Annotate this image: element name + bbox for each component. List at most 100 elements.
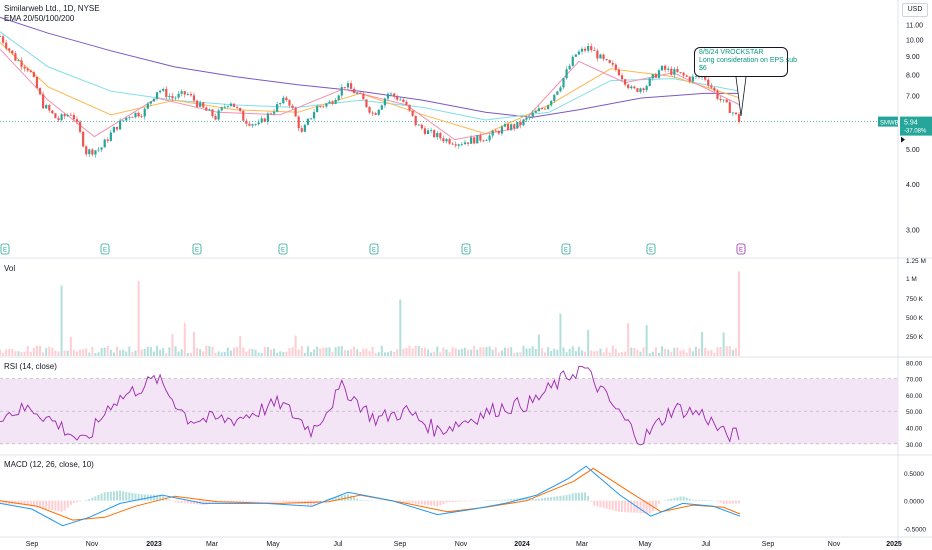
candle-body — [405, 101, 408, 105]
candle-body — [14, 53, 17, 61]
volume-bar — [664, 348, 667, 356]
candle-body — [186, 93, 189, 95]
x-axis-label-9: Mar — [576, 541, 589, 548]
macd-hist-bar — [180, 500, 183, 503]
volume-bar — [306, 346, 309, 356]
volume-bar — [122, 349, 125, 356]
x-axis-label-3: Mar — [206, 541, 219, 548]
candle-body — [319, 106, 322, 107]
candle-body — [26, 68, 29, 71]
candle-body — [543, 108, 547, 110]
candle-body — [685, 75, 688, 77]
volume-bar — [79, 349, 82, 356]
volume-bar — [494, 347, 497, 356]
volume-bar — [698, 348, 701, 356]
price-tick-label-3: 8.00 — [906, 73, 920, 80]
volume-tick-label-2: 750 K — [906, 296, 924, 303]
macd-hist-bar — [177, 500, 180, 503]
ema-legend[interactable]: EMA 20/50/100/200 — [4, 14, 75, 23]
macd-hist-bar — [353, 497, 356, 501]
volume-bar — [183, 323, 186, 356]
volume-bar — [125, 351, 128, 356]
volume-bar — [504, 347, 507, 356]
volume-bar — [725, 346, 728, 356]
candle-body — [580, 48, 584, 52]
candle-body — [439, 133, 442, 139]
rsi-band — [0, 378, 898, 444]
volume-bar — [731, 350, 734, 356]
macd-hist-bar — [39, 500, 42, 508]
x-axis-label-4: May — [266, 541, 280, 548]
candle-body — [550, 100, 553, 106]
candle-body — [519, 122, 522, 126]
candle-body — [51, 110, 54, 114]
volume-bar — [340, 346, 343, 356]
candle-body — [627, 84, 630, 89]
volume-bar — [223, 351, 226, 356]
candle-body — [131, 116, 134, 118]
currency-button[interactable]: USD — [902, 3, 928, 17]
macd-hist-bar — [266, 500, 269, 502]
candle-body — [377, 109, 380, 115]
candle-body — [91, 149, 94, 155]
volume-bar — [571, 346, 574, 356]
volume-bar — [593, 351, 596, 356]
macd-hist-bar — [725, 500, 728, 504]
volume-bar — [8, 349, 11, 356]
macd-hist-bar — [57, 500, 60, 512]
candle-body — [506, 124, 510, 130]
volume-bar — [463, 347, 466, 356]
volume-bar — [236, 347, 239, 356]
earnings-marker-0 — [0, 243, 10, 255]
volume-bar — [473, 345, 476, 356]
volume-bar — [584, 351, 587, 356]
macd-hist-bar — [94, 496, 97, 501]
idea-annotation[interactable]: 8/5/24 VROCKSTAR Long consideration on E… — [694, 47, 797, 77]
candle-body — [386, 93, 390, 99]
macd-hist-bar — [470, 500, 473, 502]
macd-hist-bar — [45, 500, 48, 510]
candle-body — [192, 95, 196, 101]
volume-bar — [337, 346, 340, 356]
volume-bar — [48, 346, 51, 356]
volume-bar — [75, 351, 78, 356]
candle-body — [248, 123, 251, 126]
x-axis-label-8: 2024 — [514, 541, 530, 548]
volume-bar — [704, 347, 707, 356]
macd-hist-bar — [645, 500, 648, 514]
candle-body — [602, 54, 605, 60]
volume-bar — [497, 352, 500, 356]
volume-bar — [273, 348, 276, 356]
candle-body — [488, 135, 491, 141]
volume-pane-label[interactable]: Vol — [4, 264, 16, 273]
price-tick-label-4: 7.00 — [906, 94, 920, 101]
candle-body — [466, 142, 470, 144]
macd-hist-bar — [245, 500, 248, 502]
volume-bar — [226, 347, 229, 356]
macd-hist-bar — [103, 492, 106, 501]
candle-body — [316, 106, 319, 113]
macd-hist-bar — [556, 496, 559, 501]
volume-bar — [174, 346, 177, 356]
rsi-pane-label[interactable]: RSI (14, close) — [4, 362, 57, 371]
macd-hist-bar — [260, 500, 263, 502]
volume-bar — [707, 350, 710, 356]
macd-hist-bar — [516, 498, 519, 501]
macd-hist-bar — [617, 500, 620, 512]
x-axis-label-14: 2025 — [886, 541, 902, 548]
volume-bar — [343, 350, 346, 356]
macd-hist-bar — [544, 497, 547, 501]
volume-bar — [69, 337, 72, 356]
volume-bar — [239, 335, 242, 356]
volume-bar — [91, 346, 94, 356]
macd-pane-label[interactable]: MACD (12, 26, close, 10) — [4, 460, 94, 469]
volume-bar — [525, 348, 528, 356]
volume-bar — [29, 351, 32, 356]
macd-hist-bar — [504, 499, 507, 501]
candle-body — [380, 105, 383, 110]
candle-body — [596, 50, 599, 59]
volume-bar — [371, 346, 374, 356]
volume-bar — [386, 352, 389, 356]
candle-body — [199, 102, 202, 107]
